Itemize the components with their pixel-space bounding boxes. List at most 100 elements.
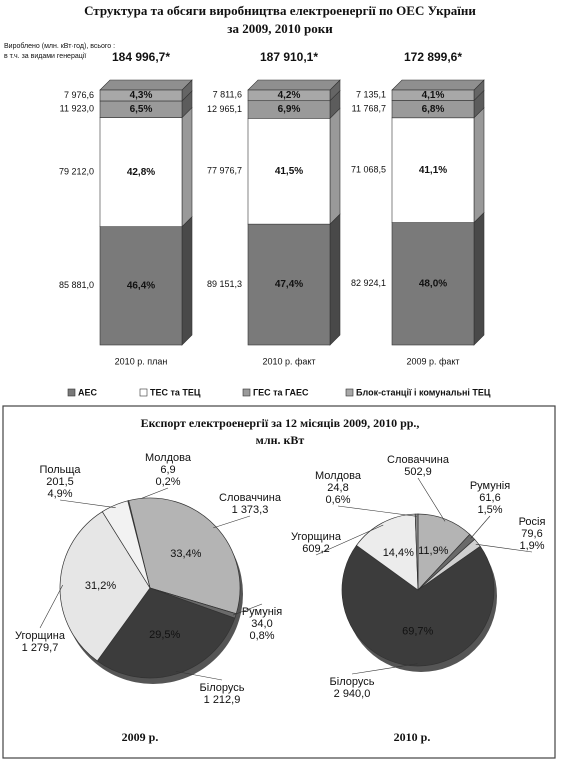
slice-value: 34,0 <box>251 618 272 630</box>
share-label: 41,5% <box>275 166 303 177</box>
share-label: 41,1% <box>419 165 447 176</box>
leader-line <box>475 543 533 553</box>
slice-name: Білорусь <box>330 676 375 688</box>
leader-line <box>470 515 491 539</box>
chart-subtitle: за 2009, 2010 роки <box>227 21 333 36</box>
pie-subtitle: млн. кВт <box>256 433 305 447</box>
total-label: 172 899,6* <box>404 50 462 64</box>
value-label: 7 976,6 <box>64 90 94 100</box>
slice-name: Угорщина <box>291 531 342 543</box>
slice-value: 2 940,0 <box>334 688 371 700</box>
value-label: 7 135,1 <box>356 90 386 100</box>
slice-value: 609,2 <box>302 543 330 555</box>
bar-side <box>181 106 193 228</box>
bar-side <box>329 107 341 225</box>
share-label: 6,8% <box>422 104 445 115</box>
slice-percent: 1,5% <box>477 504 502 516</box>
slice-value: 61,6 <box>479 492 500 504</box>
bar-segment <box>247 118 331 225</box>
slice-name: Словаччина <box>219 492 282 504</box>
value-label: 12 965,1 <box>207 104 242 114</box>
slice-value: 6,9 <box>160 464 175 476</box>
slice-name: Польща <box>39 464 81 476</box>
pie-slice <box>101 500 151 589</box>
leader-line <box>232 603 263 616</box>
bar-side <box>473 107 485 224</box>
bar-segment <box>391 89 475 101</box>
pie-label: 2010 р. <box>394 730 431 744</box>
bar-segment <box>99 117 183 227</box>
slice-name: Росія <box>519 516 546 528</box>
legend-swatch <box>139 388 148 397</box>
legend-label: Блок-станції і комунальні ТЕЦ <box>356 387 491 397</box>
share-label: 4,3% <box>130 90 153 101</box>
slice-percent: 14,4% <box>383 547 414 559</box>
leader-line <box>351 663 418 675</box>
bar-top <box>247 79 341 91</box>
pie-title: Експорт електроенергії за 12 місяців 200… <box>141 416 420 430</box>
bar-side <box>329 213 341 346</box>
bar-segment <box>391 117 475 223</box>
slice-name: Румунія <box>242 606 282 618</box>
slice-percent: 29,5% <box>149 629 180 641</box>
leader-line <box>59 499 116 509</box>
value-label: 85 881,0 <box>59 280 94 290</box>
legend-label: АЕС <box>78 387 98 397</box>
slice-percent: 0,8% <box>249 630 274 642</box>
slice-value: 1 212,9 <box>204 694 241 706</box>
legend-label: ГЕС та ГАЕС <box>253 387 309 397</box>
slice-percent: 11,9% <box>418 545 449 557</box>
value-label: 71 068,5 <box>351 165 386 175</box>
share-label: 4,2% <box>278 90 301 101</box>
bar-segment <box>247 223 331 346</box>
slice-value: 502,9 <box>404 466 432 478</box>
slice-percent: 69,7% <box>402 626 433 638</box>
slice-value: 79,6 <box>521 528 542 540</box>
slice-name: Молдова <box>315 470 362 482</box>
value-label: 77 976,7 <box>207 166 242 176</box>
note: Вироблено (млн. кВт·год), всього : <box>4 42 115 50</box>
slice-percent: 31,2% <box>85 580 116 592</box>
legend-label: ТЕС та ТЕЦ <box>150 387 201 397</box>
leader-line <box>417 477 446 522</box>
slice-percent: 4,9% <box>47 488 72 500</box>
total-label: 187 910,1* <box>260 50 318 64</box>
share-label: 46,4% <box>127 280 155 291</box>
chart-title: Структура та обсяги виробництва електрое… <box>84 3 476 18</box>
slice-value: 1 373,3 <box>232 504 269 516</box>
pie-slice <box>59 511 151 662</box>
value-label: 82 924,1 <box>351 278 386 288</box>
leader-line <box>315 524 384 556</box>
legend-swatch <box>345 388 354 397</box>
pie-slice <box>128 497 241 615</box>
slice-value: 201,5 <box>46 476 74 488</box>
slice-name: Румунія <box>470 480 510 492</box>
slice-percent: 0,6% <box>325 494 350 506</box>
slice-name: Словаччина <box>387 454 450 466</box>
x-tick-label: 2009 р. факт <box>406 356 459 366</box>
pie-frame <box>2 405 556 759</box>
value-label: 89 151,3 <box>207 279 242 289</box>
slice-value: 24,8 <box>327 482 348 494</box>
slice-percent: 33,4% <box>170 548 201 560</box>
share-label: 6,5% <box>130 104 153 115</box>
pie-label: 2009 р. <box>122 730 159 744</box>
pie-slice <box>355 513 419 591</box>
note: в т.ч. за видами генерації <box>4 52 86 60</box>
slice-value: 1 279,7 <box>22 642 59 654</box>
bar-side <box>181 215 193 346</box>
share-label: 4,1% <box>422 90 445 101</box>
bar-top <box>99 79 193 91</box>
share-label: 48,0% <box>419 278 447 289</box>
value-label: 11 768,7 <box>352 104 386 114</box>
share-label: 6,9% <box>278 104 301 115</box>
pie-slice <box>96 587 236 679</box>
share-label: 42,8% <box>127 167 155 178</box>
slice-name: Молдова <box>145 452 192 464</box>
slice-percent: 0,2% <box>155 476 180 488</box>
leader-line <box>39 584 64 629</box>
total-label: 184 996,7* <box>112 50 170 64</box>
x-tick-label: 2010 р. факт <box>262 356 315 366</box>
bar-top <box>391 79 485 91</box>
